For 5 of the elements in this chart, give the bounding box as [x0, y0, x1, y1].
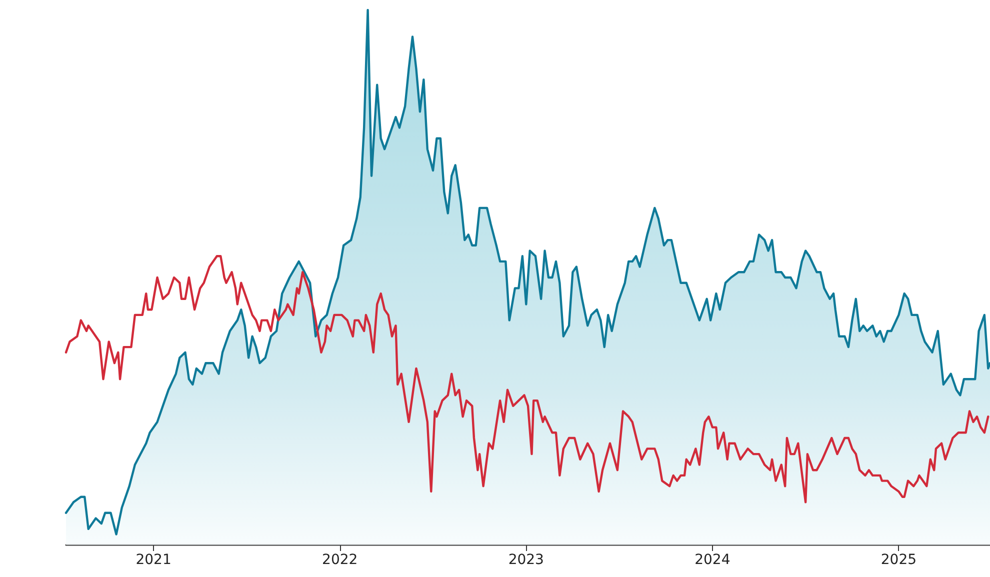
x-tick-label: 2024 — [694, 552, 730, 568]
x-tick-label: 2025 — [880, 552, 917, 568]
x-tick-label: 2021 — [136, 552, 172, 568]
x-tick-label: 2022 — [322, 552, 358, 568]
x-tick-label: 2023 — [508, 552, 544, 568]
